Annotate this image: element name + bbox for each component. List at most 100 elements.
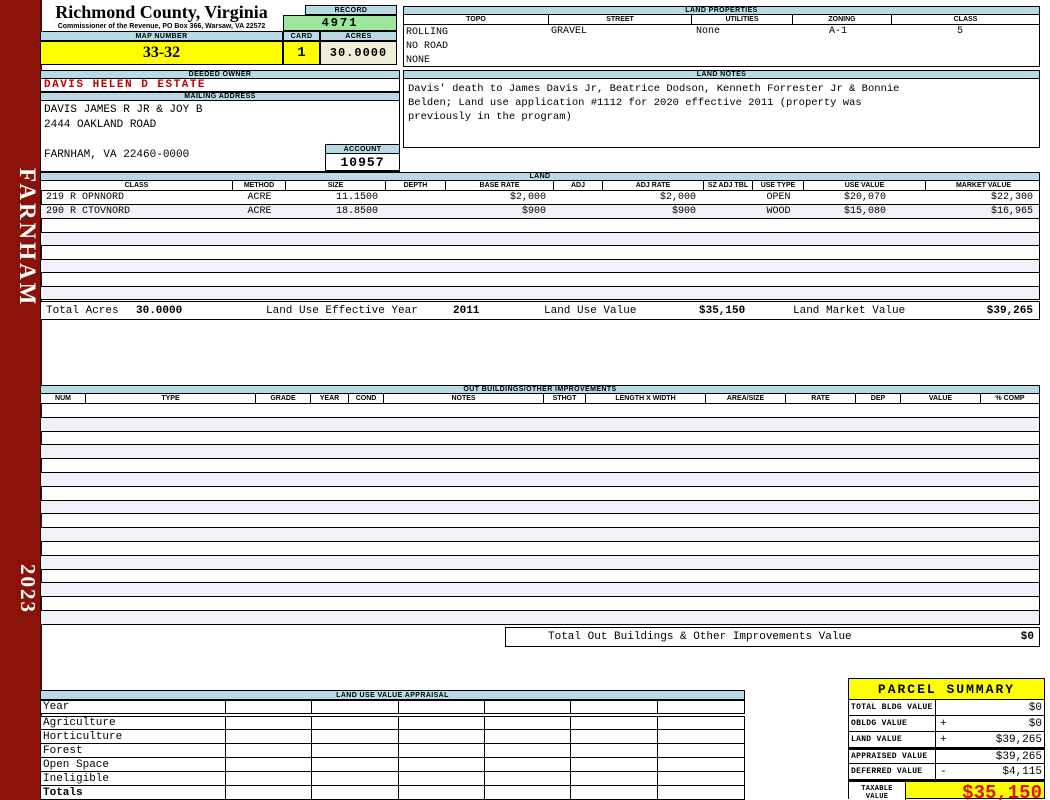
- out-buildings-empty-row: [40, 569, 1040, 584]
- parcel-summary-amount: $0: [1028, 717, 1042, 730]
- parcel-summary-row: TOTAL BLDG VALUE $0: [848, 700, 1045, 716]
- parcel-summary-row: LAND VALUE + $39,265: [848, 732, 1045, 748]
- out-buildings-empty-row: [40, 404, 1040, 418]
- deeded-owner-value: DAVIS HELEN D ESTATE: [40, 79, 400, 92]
- land-columns-row: CLASS METHOD SIZE DEPTH BASE RATE ADJ ADJ RATE…: [40, 181, 1040, 191]
- parcel-summary: PARCEL SUMMARY TOTAL BLDG VALUE $0 OBLDG V…: [848, 678, 1046, 800]
- out-buildings-column-header: % COMP: [995, 395, 1025, 402]
- out-buildings-column-header: AREA/SIZE: [706, 394, 786, 403]
- record-value: 4971: [283, 15, 397, 31]
- taxable-value: $35,150: [962, 782, 1042, 800]
- total-acres-label: Total Acres: [46, 305, 119, 317]
- out-buildings-empty-row: [40, 541, 1040, 556]
- appraisal-empty-cell: [312, 772, 399, 785]
- map-number-value: 33-32: [40, 41, 283, 65]
- land-empty-row: [40, 232, 1040, 246]
- parcel-summary-value: $0: [936, 700, 1046, 715]
- out-buildings-empty-row: [40, 459, 1040, 473]
- appraisal-empty-cell: [658, 701, 744, 713]
- land-cell: $900: [521, 206, 546, 217]
- out-buildings-column-header: RATE: [786, 394, 856, 403]
- out-buildings-empty-row: [40, 472, 1040, 487]
- land-cell: [704, 205, 753, 218]
- appraisal-empty-cell: [399, 701, 485, 713]
- land-properties-columns: TOPO STREET UTILITIES ZONING CLASS: [403, 15, 1040, 25]
- out-buildings-column-header: DEP: [856, 394, 901, 403]
- land-column-header: SZ ADJ TBL: [704, 181, 753, 190]
- land-use-value: $35,150: [699, 305, 746, 317]
- appraisal-empty-cell: [485, 758, 572, 771]
- parcel-summary-row: APPRAISED VALUE $39,265: [848, 748, 1045, 764]
- county-subtitle: Commissioner of the Revenue, PO Box 366,…: [57, 23, 266, 30]
- appraisal-empty-cell: [658, 717, 744, 729]
- appraisal-row: Agriculture: [40, 716, 745, 730]
- out-buildings-empty-row: [40, 445, 1040, 460]
- appraisal-empty-cell: [399, 717, 485, 729]
- land-cell: 11.1500: [335, 192, 378, 203]
- out-buildings-empty-row: [40, 528, 1040, 542]
- land-column-header: CLASS: [41, 181, 233, 190]
- out-buildings-column-header: STHGT: [544, 394, 586, 403]
- zoning-value: A-1: [829, 26, 848, 37]
- district-name: FARNHAM: [15, 167, 40, 308]
- parcel-summary-label: OBLDG VALUE: [849, 716, 936, 731]
- appraisal-empty-cell: [485, 717, 572, 729]
- card-value: 1: [283, 41, 320, 65]
- out-buildings-empty-row: [40, 597, 1040, 611]
- land-notes-title: LAND NOTES: [403, 70, 1040, 79]
- parcel-summary-label: LAND VALUE: [849, 732, 936, 747]
- parcel-summary-operator: -: [940, 765, 947, 778]
- parcel-summary-operator: +: [940, 717, 947, 730]
- street-value: GRAVEL: [551, 26, 588, 37]
- appraisal-empty-cell: [399, 744, 485, 757]
- land-column-header: ADJ: [554, 181, 603, 190]
- appraisal-empty-cell: [226, 717, 313, 729]
- effective-year-value: 2011: [453, 305, 480, 317]
- parcel-summary-title: PARCEL SUMMARY: [848, 678, 1045, 700]
- parcel-summary-label: APPRAISED VALUE: [849, 750, 936, 763]
- appraisal-row-label: Agriculture: [41, 717, 226, 729]
- appraisal-empty-cell: [226, 786, 313, 799]
- out-buildings-empty-row: [40, 500, 1040, 515]
- mailing-address-lines: DAVIS JAMES R JR & JOY B 2444 OAKLAND RO…: [44, 104, 203, 161]
- parcel-summary-amount: $39,265: [995, 733, 1042, 746]
- acres-label: ACRES: [320, 31, 397, 41]
- land-properties-body: ROLLING NO ROAD NONE GRAVEL None A-1 5: [403, 25, 1040, 67]
- appraisal-empty-cell: [226, 701, 313, 713]
- mailing-address-body: DAVIS JAMES R JR & JOY B 2444 OAKLAND RO…: [40, 101, 400, 172]
- topo-value: ROLLING NO ROAD NONE: [406, 27, 449, 66]
- utilities-value: None: [696, 26, 721, 37]
- appraisal-empty-cell: [226, 744, 313, 757]
- out-buildings-column-header: NOTES: [384, 394, 544, 403]
- land-cell: $2,000: [509, 192, 546, 203]
- out-buildings-column-header: YEAR: [311, 394, 349, 403]
- land-empty-row: [40, 273, 1040, 287]
- appraisal-empty-cell: [399, 758, 485, 771]
- land-cell: [386, 191, 446, 204]
- land-rows: 219 R OPNNORD ACRE 11.1500 $2,000 $2,000 OPEN…: [40, 191, 1040, 300]
- appraisal-empty-cell: [226, 730, 313, 743]
- appraisal-empty-cell: [571, 701, 658, 713]
- out-buildings-column-header: NUM: [41, 394, 86, 403]
- parcel-summary-operator: +: [940, 733, 947, 746]
- parcel-summary-amount: $0: [1028, 701, 1042, 714]
- appraisal-empty-cell: [485, 730, 572, 743]
- appraisal-row-label: Horticulture: [41, 730, 226, 743]
- appraisal-empty-cell: [485, 744, 572, 757]
- appraisal-empty-cell: [658, 786, 744, 799]
- out-buildings-column-header: GRADE: [256, 394, 311, 403]
- parcel-summary-value: - $4,115: [936, 764, 1046, 779]
- appraisal-empty-cell: [399, 772, 485, 785]
- out-buildings-empty-row: [40, 514, 1040, 529]
- land-properties-column-header: CLASS: [953, 16, 978, 23]
- out-buildings-columns: NUM TYPE GRADE YEAR COND NOTES STHGT LENGTH X W…: [40, 394, 1040, 404]
- appraisal-row-label: Ineligible: [41, 772, 226, 785]
- land-column-header: MARKET VALUE: [955, 182, 1012, 189]
- land-properties-column-header: TOPO: [404, 15, 549, 24]
- appraisal-empty-cell: [571, 717, 658, 729]
- land-cell: [704, 191, 753, 204]
- parcel-summary-value: $39,265: [936, 750, 1046, 763]
- appraisal-row-label: Forest: [41, 744, 226, 757]
- land-cell: ACRE: [247, 206, 272, 217]
- appraisal-empty-cell: [399, 786, 485, 799]
